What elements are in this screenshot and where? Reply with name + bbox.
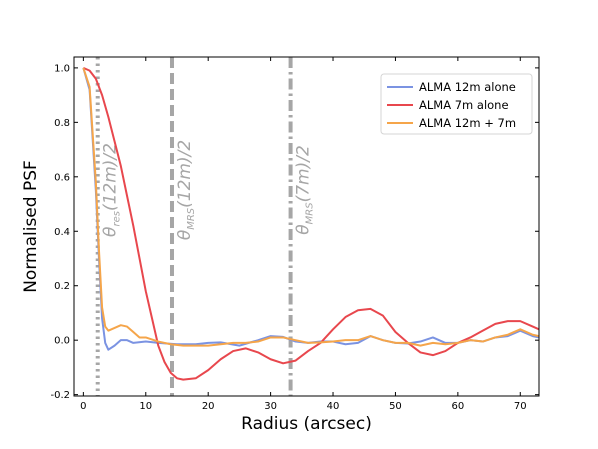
legend: ALMA 12m alone ALMA 7m alone ALMA 12m + 7m xyxy=(380,73,533,135)
y-tick-label: 1.0 xyxy=(54,63,70,74)
series-line-3 xyxy=(82,67,539,347)
axis-ticks: 0 10 20 30 40 50 60 70 -0.2 0.0 0.2 0.4 0.6 0.8 1.0 xyxy=(50,57,539,412)
vline-label-1: θres(12m)/2 xyxy=(101,143,123,237)
legend-label-3: ALMA 12m + 7m xyxy=(419,116,516,130)
plot-frame xyxy=(73,56,540,397)
y-tick-label: 0.4 xyxy=(54,227,70,238)
x-tick-label: 20 xyxy=(202,401,215,412)
x-tick-label: 70 xyxy=(514,401,527,412)
y-tick-label: 0.2 xyxy=(54,281,70,292)
x-tick-label: 50 xyxy=(389,401,402,412)
y-tick-label: 0.0 xyxy=(54,336,70,347)
series-line-2 xyxy=(82,66,539,381)
y-tick-label: 0.8 xyxy=(54,118,70,129)
y-tick-label: -0.2 xyxy=(50,390,70,401)
x-tick-label: 10 xyxy=(139,401,152,412)
legend-label-1: ALMA 12m alone xyxy=(419,80,516,94)
x-tick-label: 0 xyxy=(80,401,86,412)
x-axis-title: Radius (arcsec) xyxy=(241,414,372,434)
legend-label-2: ALMA 7m alone xyxy=(419,98,509,112)
x-tick-label: 30 xyxy=(264,401,277,412)
vline-label-2: θMRS(12m)/2 xyxy=(175,140,197,240)
vline-label-3: θMRS(7m)/2 xyxy=(294,145,316,235)
x-tick-label: 40 xyxy=(327,401,340,412)
series-lines xyxy=(82,66,539,381)
y-axis-title: Normalised PSF xyxy=(21,160,41,293)
legend-box xyxy=(380,73,533,135)
y-tick-label: 0.6 xyxy=(54,172,70,183)
x-tick-label: 60 xyxy=(451,401,464,412)
